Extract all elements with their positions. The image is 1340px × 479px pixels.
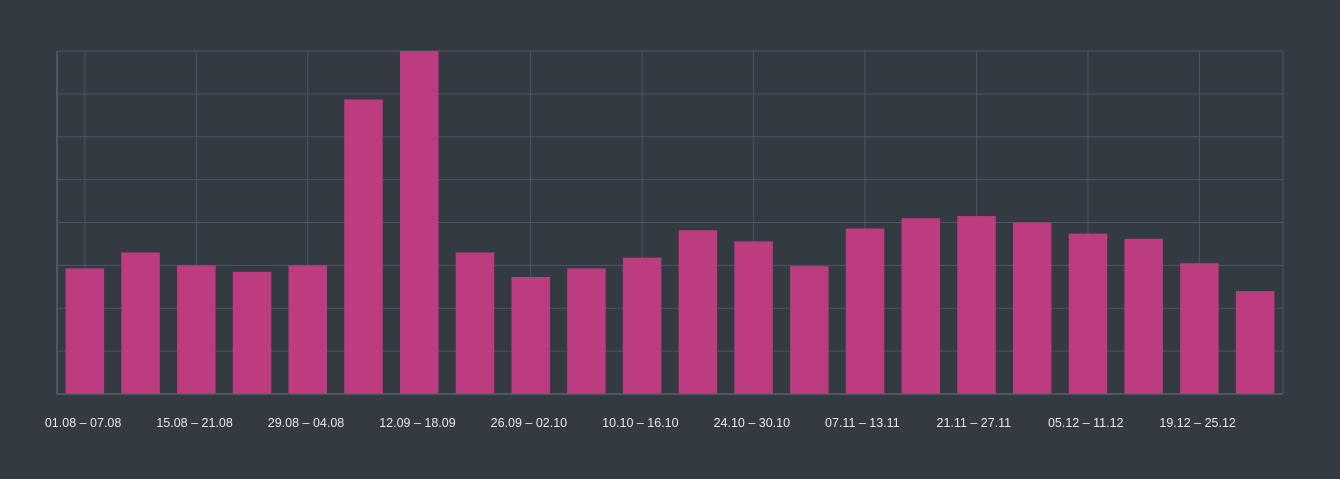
bar-8	[511, 276, 550, 394]
bar-1	[121, 252, 160, 394]
x-tick-label: 24.10 – 30.10	[714, 416, 791, 430]
x-tick-label: 15.08 – 21.08	[156, 416, 233, 430]
bar-13	[790, 266, 829, 394]
x-tick-label: 07.11 – 13.11	[825, 416, 900, 430]
x-tick-label: 10.10 – 16.10	[602, 416, 679, 430]
bar-16	[957, 216, 996, 394]
axes	[56, 51, 1283, 395]
bar-18	[1068, 233, 1108, 394]
bar-2	[177, 265, 216, 395]
bar-7	[455, 252, 495, 394]
bar-6	[399, 51, 439, 394]
bar-12	[734, 241, 773, 394]
x-tick-label: 12.09 – 18.09	[379, 416, 456, 430]
bar-11	[678, 230, 718, 394]
bar-21	[1235, 291, 1275, 394]
x-tick-label: 19.12 – 25.12	[1159, 416, 1236, 430]
x-tick-label: 01.08 – 07.08	[45, 416, 122, 430]
x-tick-label: 29.08 – 04.08	[268, 416, 345, 430]
bar-10	[622, 257, 662, 394]
bar-0	[65, 268, 105, 394]
bar-4	[288, 265, 328, 395]
x-tick-label: 21.11 – 27.11	[937, 416, 1012, 430]
bar-20	[1180, 263, 1219, 394]
bar-17	[1012, 222, 1052, 394]
x-tick-label: 26.09 – 02.10	[491, 416, 568, 430]
bar-15	[901, 218, 941, 394]
bar-19	[1124, 238, 1163, 394]
x-tick-label: 05.12 – 11.12	[1048, 416, 1124, 430]
x-tick-labels: 01.08 – 07.08 15.08 – 21.08 29.08 – 04.08 1…	[45, 416, 1236, 430]
bars	[65, 51, 1275, 395]
bar-14	[845, 228, 885, 394]
bar-5	[344, 99, 383, 394]
bar-9	[567, 268, 606, 394]
bar-3	[232, 271, 272, 394]
